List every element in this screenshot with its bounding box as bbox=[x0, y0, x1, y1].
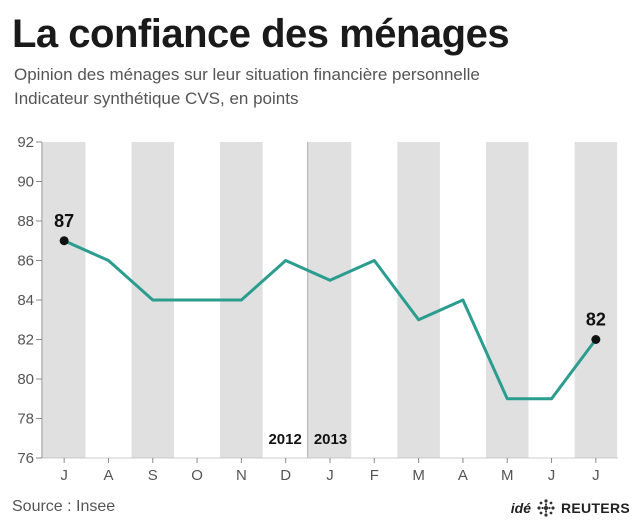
x-tick-label: J bbox=[326, 467, 334, 484]
y-tick-label: 84 bbox=[17, 292, 34, 309]
month-band bbox=[574, 142, 618, 458]
x-tick-label: N bbox=[236, 467, 247, 484]
data-labels-layer: 87 82 bbox=[54, 211, 606, 344]
data-label: 82 bbox=[586, 310, 606, 330]
x-tick-label: M bbox=[501, 467, 514, 484]
x-tick-label: J bbox=[60, 467, 68, 484]
chart-axes: 76 78 80 82 84 86 88 90 92 J A S O N D J F M A M J J bbox=[17, 134, 618, 484]
year-label: 2013 bbox=[314, 431, 347, 448]
x-tick-label: F bbox=[370, 467, 379, 484]
x-tick-label: J bbox=[592, 467, 600, 484]
series-layer bbox=[62, 239, 598, 401]
year-label: 2012 bbox=[268, 431, 301, 448]
ide-logo-text: idé bbox=[510, 500, 531, 516]
month-band bbox=[42, 142, 86, 458]
y-tick-label: 76 bbox=[17, 450, 34, 467]
x-tick-label: A bbox=[103, 467, 113, 484]
y-tick-label: 88 bbox=[17, 213, 34, 230]
x-tick-label: J bbox=[548, 467, 556, 484]
y-tick-label: 82 bbox=[17, 332, 34, 349]
data-label: 87 bbox=[54, 211, 74, 231]
chart-subtitle: Opinion des ménages sur leur situation f… bbox=[14, 65, 480, 84]
reuters-logo-text: REUTERS bbox=[561, 500, 630, 516]
x-tick-label: O bbox=[191, 467, 203, 484]
y-tick-label: 92 bbox=[17, 134, 34, 151]
x-tick-label: M bbox=[412, 467, 425, 484]
chart-unit-note: Indicateur synthétique CVS, en points bbox=[14, 89, 299, 108]
data-point-marker bbox=[591, 335, 601, 344]
y-tick-label: 80 bbox=[17, 371, 34, 388]
series-line bbox=[62, 239, 598, 401]
month-band bbox=[485, 142, 529, 458]
year-divider: 2012 2013 bbox=[268, 142, 347, 458]
reuters-logo-icon bbox=[537, 499, 555, 517]
month-band bbox=[308, 142, 352, 458]
credit-logo: idé REUTERS bbox=[511, 497, 630, 519]
chart-title: La confiance des ménages bbox=[12, 12, 510, 56]
data-point-marker bbox=[59, 236, 69, 246]
x-tick-label: S bbox=[148, 467, 158, 484]
y-tick-label: 78 bbox=[17, 411, 34, 428]
source-note: Source : Insee bbox=[12, 498, 116, 515]
x-tick-label: D bbox=[280, 467, 291, 484]
x-tick-label: A bbox=[458, 467, 468, 484]
y-tick-label: 86 bbox=[17, 253, 34, 270]
y-tick-label: 90 bbox=[17, 174, 34, 191]
